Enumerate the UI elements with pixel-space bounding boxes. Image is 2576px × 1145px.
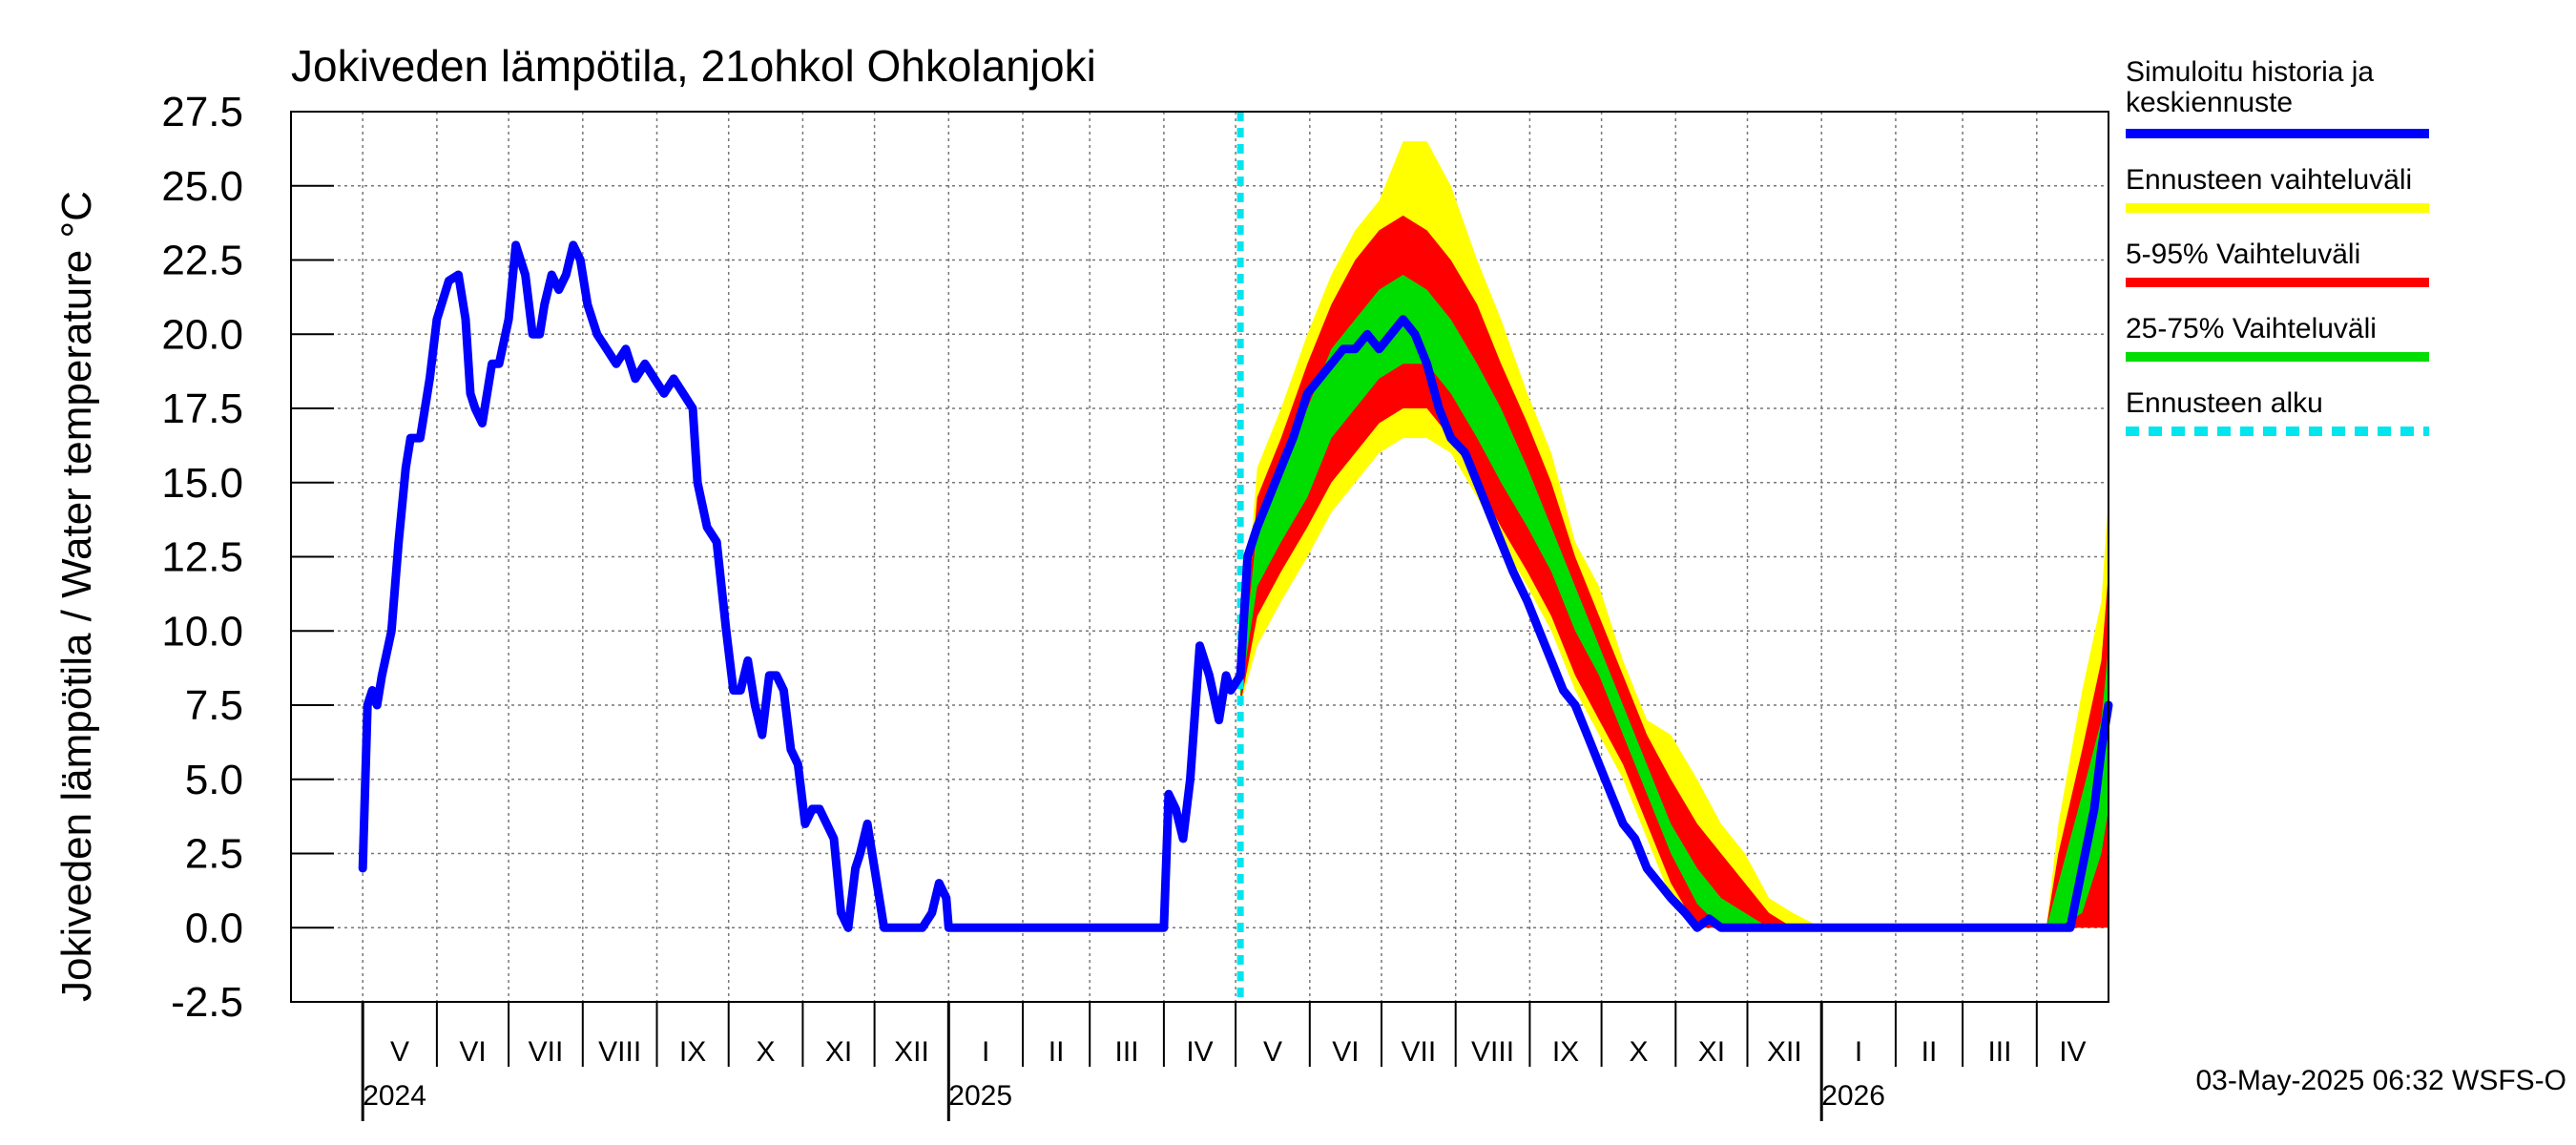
timestamp-footer: 03-May-2025 06:32 WSFS-O — [2196, 1065, 2567, 1096]
chart-title: Jokiveden lämpötila, 21ohkol Ohkolanjoki — [291, 41, 1096, 91]
series-lines — [358, 112, 2113, 1002]
y-tick-label: 5.0 — [185, 757, 243, 803]
x-month-label: II — [1922, 1036, 1938, 1068]
legend-label: Ennusteen vaihteluväli — [2126, 164, 2412, 196]
x-month-label: VI — [459, 1036, 486, 1068]
legend-label: Ennusteen alku — [2126, 387, 2323, 419]
y-tick-label: 20.0 — [161, 311, 243, 358]
y-tick-label: 7.5 — [185, 682, 243, 729]
x-year-label: 2026 — [1821, 1080, 1885, 1112]
x-month-label: X — [757, 1036, 776, 1068]
y-axis-ticks: 27.5 25.0 22.5 20.0 17.5 15.0 12.5 10.0 7.5 5.0 2.… — [161, 89, 243, 1026]
x-month-label: XI — [1698, 1036, 1725, 1068]
forecast-bands — [1240, 141, 2109, 928]
x-month-label: X — [1629, 1036, 1648, 1068]
y-tick-label: 22.5 — [161, 238, 243, 284]
legend-label: 25-75% Vaihteluväli — [2126, 313, 2377, 344]
gridlines — [291, 111, 2109, 1003]
x-month-label: VII — [529, 1036, 564, 1068]
x-month-label: IX — [679, 1036, 706, 1068]
x-month-label: I — [1855, 1036, 1862, 1068]
legend-label: Simuloitu historia ja — [2126, 56, 2374, 88]
x-year-label: 2025 — [948, 1080, 1012, 1112]
x-month-label: III — [1115, 1036, 1139, 1068]
y-tick-label: -2.5 — [171, 979, 243, 1026]
y-tick-label: 25.0 — [161, 163, 243, 210]
x-month-label: IX — [1552, 1036, 1579, 1068]
y-tick-label: 0.0 — [185, 905, 243, 951]
legend-label: keskiennuste — [2126, 87, 2293, 118]
x-month-label: V — [390, 1036, 409, 1068]
x-month-label: XII — [894, 1036, 929, 1068]
y-tick-label: 17.5 — [161, 385, 243, 432]
x-month-label: III — [1987, 1036, 2011, 1068]
plot-frame — [290, 111, 2109, 1003]
y-tick-label: 15.0 — [161, 460, 243, 507]
legend-label: 5-95% Vaihteluväli — [2126, 239, 2360, 270]
y-tick-label: 10.0 — [161, 608, 243, 655]
y-tick-label: 12.5 — [161, 534, 243, 581]
x-month-label: V — [1263, 1036, 1282, 1068]
y-axis-label: Jokiveden lämpötila / Water temperature … — [53, 191, 100, 1002]
x-month-label: XI — [825, 1036, 852, 1068]
y-tick-label: 2.5 — [185, 831, 243, 878]
x-month-label: VIII — [1471, 1036, 1514, 1068]
x-month-label: II — [1049, 1036, 1065, 1068]
y-tick-label: 27.5 — [161, 89, 243, 135]
x-month-label: VI — [1332, 1036, 1359, 1068]
x-year-label: 2024 — [363, 1080, 426, 1112]
x-axis: V VI VII VIII IX X XI XII I II III IV V VI VII VIII IX X X… — [361, 1002, 2087, 1121]
series-line-simulated — [358, 240, 2113, 932]
x-month-label: VIII — [598, 1036, 641, 1068]
x-month-label: IV — [2059, 1036, 2086, 1068]
x-month-label: IV — [1186, 1036, 1213, 1068]
x-month-label: VII — [1402, 1036, 1437, 1068]
x-month-label: I — [982, 1036, 989, 1068]
x-month-label: XII — [1767, 1036, 1802, 1068]
